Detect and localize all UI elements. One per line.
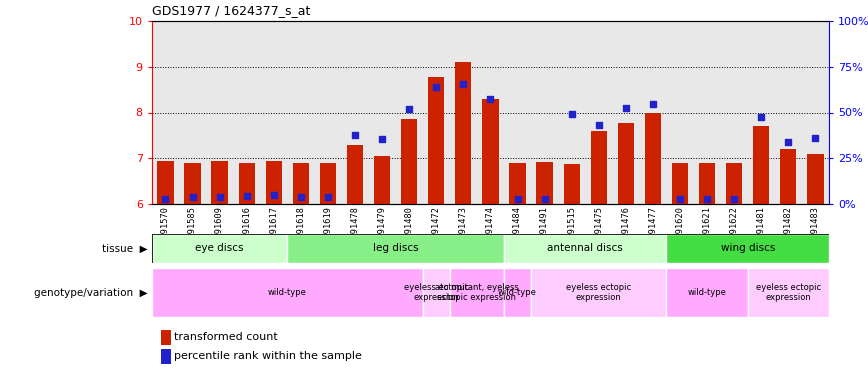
Point bbox=[592, 122, 606, 128]
Text: wild-type: wild-type bbox=[268, 288, 306, 297]
Point bbox=[510, 196, 524, 202]
Text: eyeless ectopic
expression: eyeless ectopic expression bbox=[404, 283, 469, 302]
Point bbox=[646, 101, 660, 107]
Text: eyeless ectopic
expression: eyeless ectopic expression bbox=[566, 283, 631, 302]
Point bbox=[348, 132, 362, 138]
Bar bbox=[536, 162, 553, 204]
Point bbox=[781, 140, 795, 146]
Text: antennal discs: antennal discs bbox=[548, 243, 623, 254]
Bar bbox=[152, 234, 287, 262]
Text: GDS1977 / 1624377_s_at: GDS1977 / 1624377_s_at bbox=[152, 4, 310, 17]
Text: tissue  ▶: tissue ▶ bbox=[102, 243, 148, 254]
Point bbox=[402, 106, 416, 112]
Point bbox=[213, 195, 227, 201]
Bar bbox=[563, 164, 580, 204]
Bar bbox=[645, 112, 661, 204]
Text: eyeless ectopic
expression: eyeless ectopic expression bbox=[756, 283, 821, 302]
Bar bbox=[287, 234, 504, 262]
Bar bbox=[483, 99, 498, 204]
Bar bbox=[401, 119, 418, 204]
Text: genotype/variation  ▶: genotype/variation ▶ bbox=[34, 288, 148, 297]
Bar bbox=[699, 163, 715, 204]
Point bbox=[483, 96, 497, 102]
Bar bbox=[319, 163, 336, 204]
Bar bbox=[450, 268, 504, 317]
Text: wild-type: wild-type bbox=[687, 288, 727, 297]
Text: wild-type: wild-type bbox=[498, 288, 537, 297]
Bar bbox=[152, 268, 423, 317]
Point bbox=[754, 114, 768, 120]
Bar bbox=[293, 163, 309, 204]
Point bbox=[537, 196, 551, 202]
Bar bbox=[374, 156, 391, 204]
Text: eye discs: eye discs bbox=[195, 243, 244, 254]
Point bbox=[619, 105, 633, 111]
Bar bbox=[423, 268, 450, 317]
Point bbox=[266, 192, 280, 198]
Text: wing discs: wing discs bbox=[720, 243, 775, 254]
Bar bbox=[753, 126, 769, 204]
Bar bbox=[266, 161, 282, 204]
Bar bbox=[212, 161, 227, 204]
Point bbox=[375, 136, 389, 142]
Bar bbox=[428, 76, 444, 204]
Bar bbox=[239, 163, 255, 204]
Point bbox=[430, 84, 444, 90]
Point bbox=[159, 196, 173, 202]
Point bbox=[565, 111, 579, 117]
Point bbox=[186, 195, 200, 201]
Bar bbox=[667, 268, 747, 317]
Bar bbox=[510, 163, 526, 204]
Text: percentile rank within the sample: percentile rank within the sample bbox=[174, 351, 362, 361]
Point bbox=[457, 81, 470, 87]
Bar bbox=[590, 131, 607, 204]
Point bbox=[321, 195, 335, 201]
Bar bbox=[504, 268, 531, 317]
Bar bbox=[672, 163, 688, 204]
Point bbox=[700, 196, 714, 202]
Bar bbox=[531, 268, 667, 317]
Bar bbox=[347, 145, 363, 204]
Point bbox=[673, 196, 687, 202]
Bar bbox=[780, 149, 797, 204]
Text: leg discs: leg discs bbox=[373, 243, 418, 254]
Point bbox=[808, 135, 822, 141]
Bar bbox=[455, 62, 471, 204]
Text: ato mutant, eyeless
ectopic expression: ato mutant, eyeless ectopic expression bbox=[435, 283, 519, 302]
Bar bbox=[667, 234, 829, 262]
Text: transformed count: transformed count bbox=[174, 333, 279, 342]
Bar bbox=[807, 154, 824, 204]
Point bbox=[240, 193, 253, 199]
Bar bbox=[726, 163, 742, 204]
Point bbox=[294, 195, 308, 201]
Bar bbox=[504, 234, 667, 262]
Bar bbox=[157, 161, 174, 204]
Bar bbox=[747, 268, 829, 317]
Bar bbox=[618, 123, 634, 204]
Bar bbox=[184, 163, 201, 204]
Point bbox=[727, 196, 741, 202]
